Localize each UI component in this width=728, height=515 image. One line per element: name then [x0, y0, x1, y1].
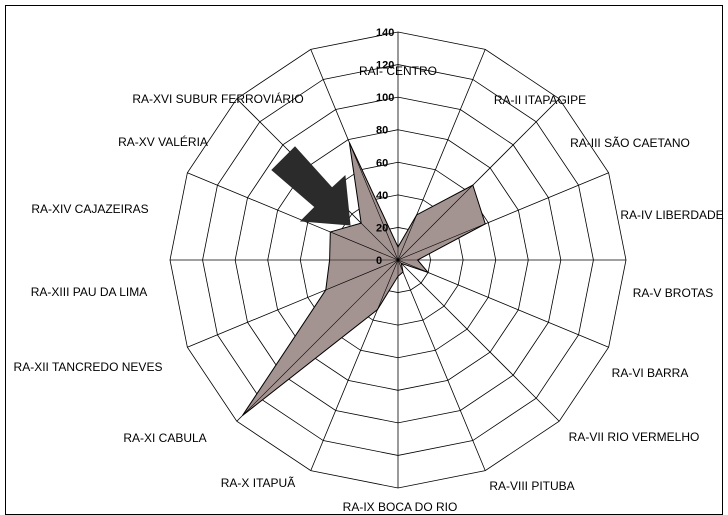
tick-label-100: 100 — [376, 92, 394, 104]
series-point-12 — [325, 259, 399, 291]
category-label-16: RA-XVI SUBUR FERROVIÁRIO — [132, 91, 303, 106]
series-area — [242, 142, 486, 416]
tick-label-0: 0 — [376, 255, 382, 267]
category-label-6: RA-VI BARRA — [612, 366, 689, 380]
series-point-3 — [397, 184, 474, 261]
tick-label-120: 120 — [376, 60, 394, 72]
tick-label-140: 140 — [376, 27, 394, 39]
grid-spoke-7 — [397, 259, 560, 422]
category-label-3: RA-III SÃO CAETANO — [570, 136, 690, 150]
tick-label-40: 40 — [376, 190, 388, 202]
series-point-7 — [397, 259, 402, 264]
grid-spoke-6 — [397, 259, 609, 348]
category-labels: RAI- CENTRO RA-II ITAPAGIPE RA-III SÃO CAE… — [14, 64, 724, 511]
series-point-10 — [377, 259, 399, 310]
annotation-arrow — [271, 146, 351, 226]
category-label-5: RA-V BROTAS — [633, 286, 713, 300]
category-label-14: RA-XIV CAJAZEIRAS — [31, 202, 148, 216]
series-point-11 — [242, 259, 399, 416]
radar-series — [242, 142, 486, 416]
category-label-15: RA-XV VALÉRIA — [118, 134, 208, 149]
tick-label-20: 20 — [376, 222, 388, 234]
category-label-7: RA-VII RIO VERMELHO — [569, 430, 700, 444]
category-label-4: RA-IV LIBERDADE — [620, 208, 723, 222]
category-label-10: RA-X ITAPUÃ — [221, 476, 295, 490]
category-label-9: RA-IX BOCA DO RIO — [343, 500, 458, 511]
series-point-15 — [360, 222, 399, 261]
category-label-13: RA-XIII PAU DA LIMA — [31, 285, 147, 299]
tick-label-60: 60 — [376, 157, 388, 169]
radial-tick-labels: 0 20 40 60 80 100 120 140 — [376, 27, 394, 267]
tick-label-80: 80 — [376, 125, 388, 137]
series-point-2 — [397, 214, 417, 261]
series-point-8 — [397, 259, 404, 273]
grid-spoke-8 — [397, 259, 486, 471]
series-point-4 — [397, 223, 486, 261]
category-label-12: RA-XII TANCREDO NEVES — [14, 360, 163, 374]
series-point-14 — [330, 231, 399, 261]
category-label-1: RAI- CENTRO — [359, 64, 437, 78]
series-point-16 — [349, 142, 399, 261]
series-point-6 — [397, 259, 429, 273]
category-label-2: RA-II ITAPAGIPE — [494, 93, 586, 107]
category-label-11: RA-XI CABULA — [123, 431, 206, 445]
category-label-8: RA-VIII PITUBA — [489, 479, 574, 493]
arrow-shape — [271, 146, 351, 226]
